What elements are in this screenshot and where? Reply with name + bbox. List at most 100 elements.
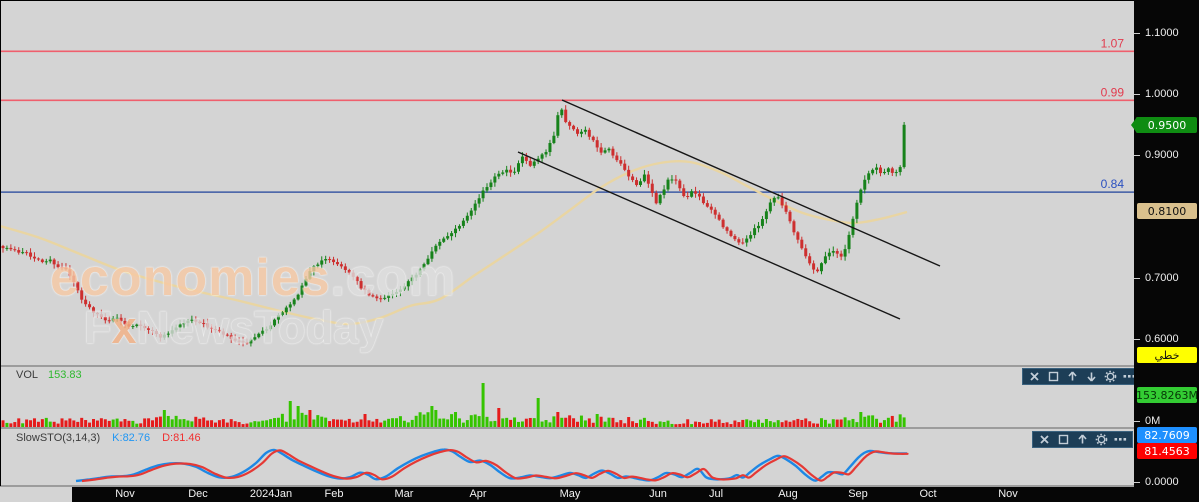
- candle-body: [64, 267, 68, 270]
- candle-body: [80, 290, 84, 300]
- settings-icon[interactable]: [1095, 433, 1108, 446]
- time-axis[interactable]: Nov Dec 2024Jan Feb Mar Apr May Jun Jul Aug Sep Oct…: [72, 487, 1199, 502]
- volume-bar: [186, 420, 190, 427]
- move-down-icon[interactable]: [1085, 371, 1098, 383]
- volume-bar: [536, 398, 540, 427]
- candle-body: [111, 318, 115, 321]
- candle-body: [898, 167, 902, 173]
- candle-body: [5, 247, 9, 249]
- volume-bar: [831, 419, 835, 427]
- candle-body: [776, 197, 780, 199]
- candle-body: [646, 174, 650, 184]
- volume-bar: [497, 408, 501, 427]
- price-axis[interactable]: 1.1000 1.0000 0.9000 0.7000 0.6000 0M 0.0000 0.…: [1131, 0, 1199, 502]
- candle-body: [276, 314, 280, 320]
- candle-body: [717, 214, 721, 220]
- volume-bar: [265, 420, 269, 427]
- candle-body: [300, 285, 304, 295]
- candle-body: [151, 329, 155, 332]
- trendline[interactable]: [517, 151, 901, 320]
- volume-bar: [792, 420, 796, 427]
- time-axis-label-Jun: Jun: [649, 488, 667, 500]
- volume-bar: [666, 420, 670, 427]
- trendline[interactable]: [561, 99, 941, 267]
- volume-bar: [21, 423, 25, 427]
- sto-d-readout: D:81.46: [162, 432, 201, 444]
- close-icon[interactable]: [1028, 371, 1041, 383]
- maximize-icon[interactable]: [1057, 434, 1070, 446]
- candle-body: [99, 314, 103, 318]
- candle-body: [182, 322, 186, 325]
- candle-body: [611, 148, 615, 156]
- candle-body: [1, 245, 5, 249]
- candle-body: [166, 333, 170, 335]
- candle-body: [422, 264, 426, 270]
- close-icon[interactable]: [1038, 434, 1051, 446]
- move-up-icon[interactable]: [1076, 434, 1089, 446]
- candle-body: [808, 256, 812, 264]
- volume-bar: [564, 417, 568, 427]
- candle-body: [426, 258, 430, 265]
- candle-body: [481, 190, 485, 199]
- price-axis-label: 0.7000: [1145, 271, 1179, 284]
- volume-bar: [650, 421, 654, 427]
- volume-bar: [261, 420, 265, 427]
- volume-bar: [335, 419, 339, 427]
- candle-body: [288, 304, 292, 308]
- axis-tick: [1134, 277, 1140, 279]
- volume-bar: [611, 417, 615, 427]
- candle-body: [457, 225, 461, 229]
- candle-body: [237, 340, 241, 342]
- volume-bar: [107, 420, 111, 427]
- volume-bar: [682, 423, 686, 427]
- candle-body: [595, 140, 599, 148]
- candle-body: [367, 290, 371, 296]
- more-icon[interactable]: [1123, 371, 1136, 383]
- volume-bar: [454, 412, 458, 427]
- candle-body: [379, 298, 383, 300]
- candle-body: [115, 317, 119, 319]
- volume-bar: [670, 423, 674, 427]
- candle-body: [446, 236, 450, 239]
- candle-body: [265, 329, 269, 331]
- more-icon[interactable]: [1114, 434, 1127, 446]
- volume-bar: [741, 419, 745, 427]
- volume-bar: [690, 424, 694, 427]
- volume-bar: [135, 423, 139, 427]
- moving-average-line: [0, 160, 908, 326]
- candle-body: [32, 256, 36, 259]
- candle-body: [678, 180, 682, 189]
- candle-body: [324, 259, 328, 261]
- price-axis-label: 0M: [1145, 415, 1161, 427]
- volume-bar: [757, 419, 761, 427]
- candle-body: [410, 277, 414, 282]
- volume-bar: [245, 423, 249, 427]
- candle-body: [666, 179, 670, 190]
- settings-icon[interactable]: [1104, 370, 1117, 383]
- price-level-label-0.84: 0.84: [1101, 177, 1125, 191]
- price-level-label-1.07: 1.07: [1101, 36, 1125, 50]
- volume-bar: [363, 414, 367, 427]
- volume-bar: [871, 415, 875, 427]
- candle-body: [560, 109, 564, 116]
- candle-body: [548, 142, 552, 153]
- candle-body: [886, 168, 890, 172]
- volume-bar: [733, 420, 737, 427]
- candle-body: [902, 124, 906, 168]
- last-volume-badge: 153.8263M: [1136, 387, 1198, 403]
- volume-bar: [788, 421, 792, 427]
- candle-body: [328, 259, 332, 261]
- volume-bar: [654, 423, 658, 427]
- price-axis-label: 0.6000: [1145, 333, 1179, 345]
- volume-bar: [76, 421, 80, 427]
- volume-bar: [709, 419, 713, 427]
- volume-bar: [438, 418, 442, 427]
- candle-body: [764, 211, 768, 220]
- candle-body: [638, 181, 642, 185]
- move-up-icon[interactable]: [1066, 371, 1079, 383]
- volume-bar: [595, 414, 599, 427]
- candle-body: [505, 169, 509, 173]
- maximize-icon[interactable]: [1047, 371, 1060, 383]
- candle-body: [36, 258, 40, 260]
